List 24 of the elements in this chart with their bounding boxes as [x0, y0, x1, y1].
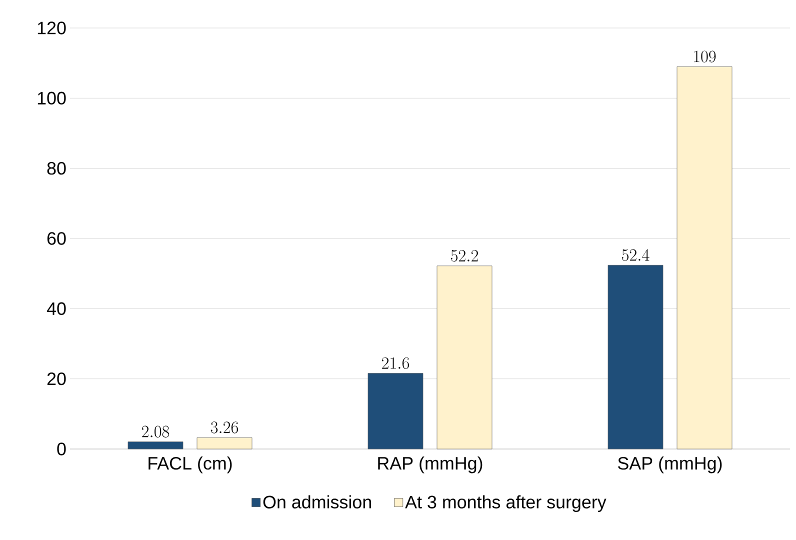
x-tick-label: RAP (mmHg) — [378, 456, 482, 474]
bar — [436, 266, 492, 450]
y-tick-label: 80 — [47, 162, 66, 175]
legend-label: On admission — [263, 495, 371, 508]
y-tick-label: 100 — [38, 92, 66, 105]
bar — [196, 437, 252, 450]
y-tick-label: 120 — [38, 22, 66, 34]
legend-label: At 3 months after surgery — [405, 495, 606, 512]
data-label: 109 — [694, 50, 716, 62]
data-label: 21 .6 — [382, 357, 410, 369]
x-tick-label: SAP (mmHg) — [618, 456, 722, 474]
bar — [676, 66, 732, 450]
bar — [368, 373, 424, 450]
x-tick-label: FACL (cm) — [148, 456, 232, 474]
y-tick-label: 0 — [57, 442, 66, 456]
data-label: 3.26 — [210, 422, 238, 434]
bar — [608, 264, 664, 450]
y-tick-label: 60 — [47, 232, 66, 245]
y-tick-label: 20 — [47, 372, 66, 386]
data-label: 52.4 — [622, 249, 650, 261]
data-label: 52.2 — [451, 250, 478, 262]
bar — [128, 442, 184, 450]
data-label: 2.08 — [142, 426, 170, 438]
y-tick-label: 40 — [46, 302, 66, 316]
